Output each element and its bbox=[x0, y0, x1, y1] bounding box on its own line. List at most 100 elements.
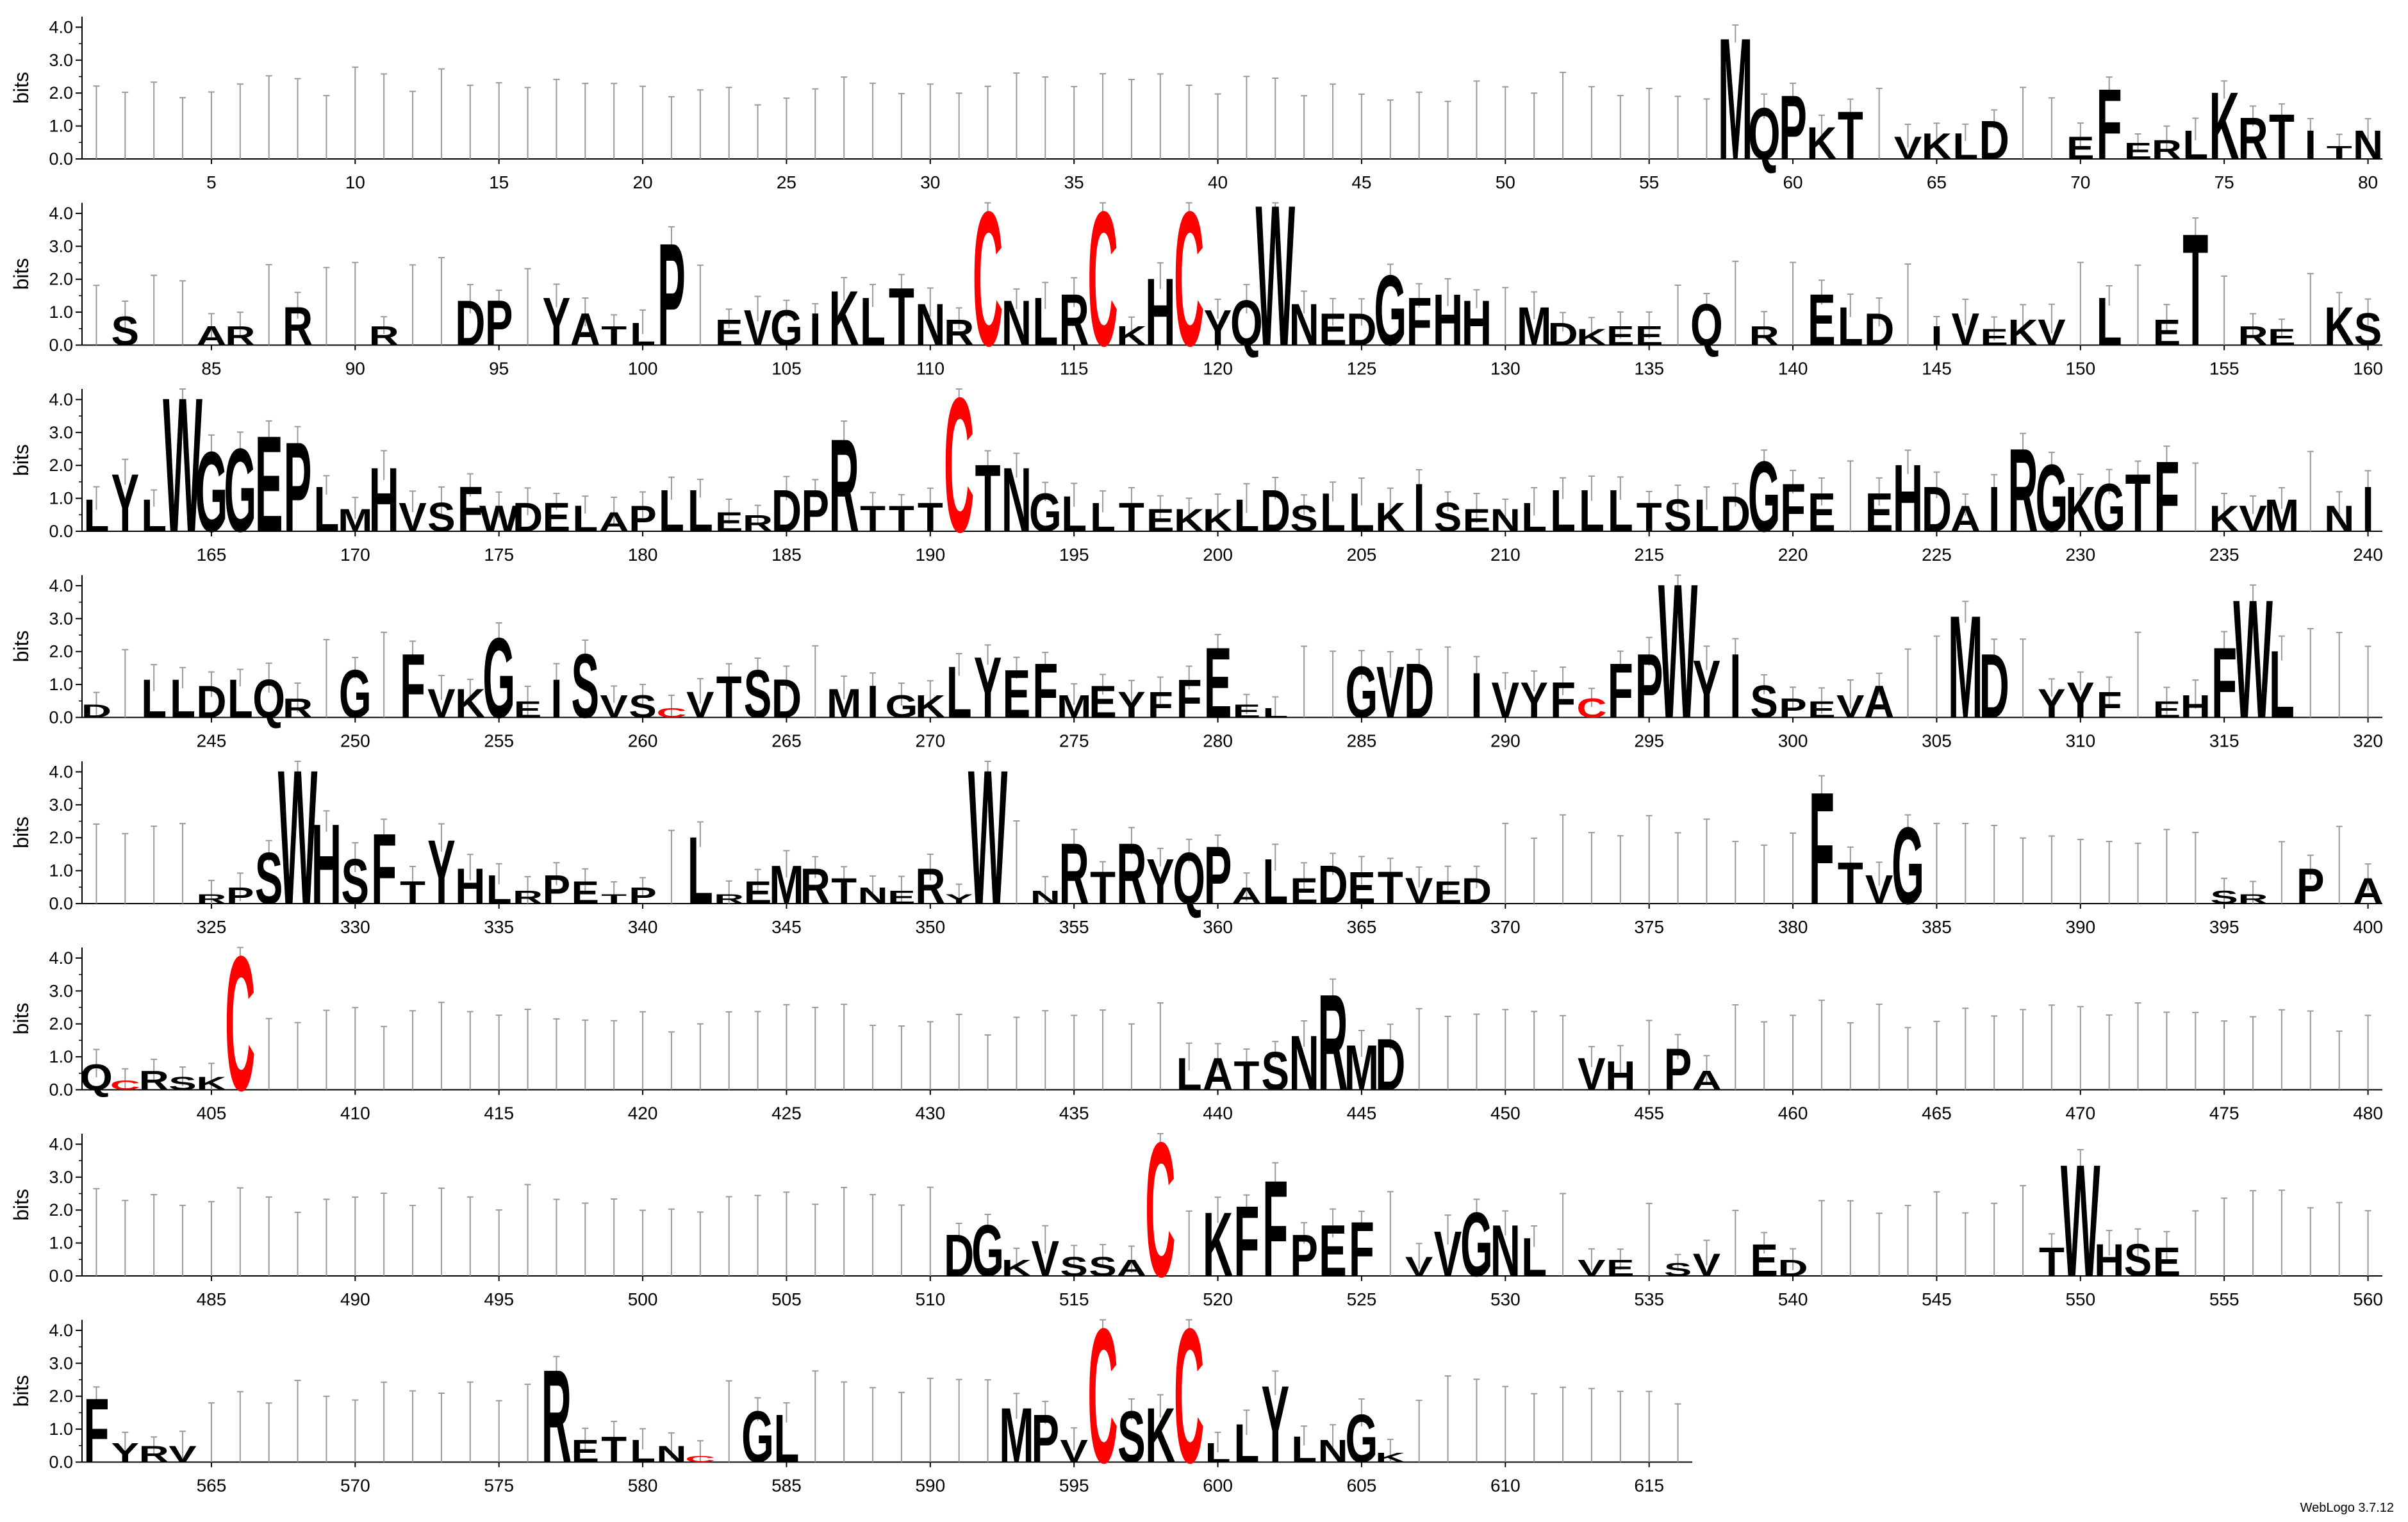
logo-letter-L: L bbox=[688, 817, 713, 924]
x-tick-label: 425 bbox=[771, 1104, 802, 1123]
y-tick-label: 4.0 bbox=[49, 1321, 73, 1340]
logo-letter-G: G bbox=[482, 615, 515, 742]
x-tick-label: 35 bbox=[1064, 172, 1084, 192]
y-tick-label: 2.0 bbox=[49, 1200, 73, 1220]
logo-letter-T: T bbox=[2327, 142, 2352, 163]
logo-letter-T: T bbox=[716, 663, 742, 730]
logo-letter-L: L bbox=[83, 490, 109, 541]
logo-letter-R: R bbox=[2152, 134, 2182, 165]
logo-letter-L: L bbox=[314, 474, 340, 545]
logo-letter-A: A bbox=[1692, 1065, 1722, 1096]
logo-letter-H: H bbox=[311, 800, 342, 928]
logo-letter-C: C bbox=[656, 706, 686, 721]
x-tick-label: 175 bbox=[484, 545, 514, 565]
logo-letter-N: N bbox=[1317, 1434, 1348, 1469]
logo-letter-L: L bbox=[1262, 846, 1288, 917]
logo-letter-G: G bbox=[1460, 1193, 1493, 1295]
y-tick-label: 2.0 bbox=[49, 83, 73, 103]
logo-letter-R: R bbox=[714, 891, 744, 907]
logo-letter-M: M bbox=[1948, 585, 1983, 749]
y-tick-label: 4.0 bbox=[49, 1134, 73, 1154]
y-tick-label: 3.0 bbox=[49, 609, 73, 628]
x-tick-label: 370 bbox=[1490, 917, 1521, 937]
logo-letter-F: F bbox=[400, 635, 425, 737]
logo-letter-E: E bbox=[1233, 700, 1261, 721]
x-tick-label: 605 bbox=[1347, 1476, 1377, 1496]
x-tick-label: 540 bbox=[1778, 1289, 1808, 1309]
logo-letter-S: S bbox=[2124, 1235, 2152, 1286]
logo-letter-E: E bbox=[1980, 325, 2008, 351]
logo-letter-Y: Y bbox=[1520, 673, 1548, 729]
y-tick-label: 3.0 bbox=[49, 795, 73, 815]
logo-letter-V: V bbox=[1693, 1247, 1721, 1283]
y-tick-label: 1.0 bbox=[49, 489, 73, 508]
x-tick-label: 135 bbox=[1634, 359, 1664, 379]
logo-letter-G: G bbox=[886, 689, 918, 725]
y-tick-label: 3.0 bbox=[49, 1168, 73, 1187]
logo-letter-I: I bbox=[1729, 635, 1741, 737]
logo-letter-C: C bbox=[685, 1454, 715, 1464]
logo-letter-A: A bbox=[1950, 498, 1981, 539]
x-tick-label: 225 bbox=[1922, 545, 1952, 565]
y-tick-label: 0.0 bbox=[49, 1266, 73, 1286]
x-tick-label: 405 bbox=[197, 1104, 227, 1123]
x-tick-label: 525 bbox=[1347, 1289, 1377, 1309]
x-tick-label: 210 bbox=[1490, 545, 1521, 565]
logo-letter-E: E bbox=[255, 408, 283, 561]
logo-letter-R: R bbox=[743, 511, 773, 536]
logo-letter-C: C bbox=[1087, 1289, 1117, 1503]
logo-letter-V: V bbox=[600, 689, 628, 725]
y-tick-label: 1.0 bbox=[49, 302, 73, 322]
logo-letter-L: L bbox=[1838, 296, 1863, 358]
y-tick-label: 0.0 bbox=[49, 522, 73, 541]
x-tick-label: 385 bbox=[1922, 917, 1952, 937]
logo-letter-Y: Y bbox=[111, 457, 140, 549]
x-tick-label: 550 bbox=[2065, 1289, 2095, 1309]
x-tick-label: 205 bbox=[1347, 545, 1377, 565]
logo-letter-I: I bbox=[2362, 474, 2373, 545]
logo-letter-E: E bbox=[514, 697, 542, 723]
logo-letter-T: T bbox=[889, 498, 914, 539]
logo-letter-Y: Y bbox=[1262, 1364, 1290, 1485]
x-tick-label: 290 bbox=[1490, 731, 1521, 751]
logo-letter-L: L bbox=[170, 668, 195, 730]
logo-letter-S: S bbox=[1750, 677, 1778, 727]
logo-letter-R: R bbox=[369, 320, 399, 351]
x-tick-label: 315 bbox=[2209, 731, 2239, 751]
logo-letter-I: I bbox=[867, 677, 878, 727]
x-tick-label: 50 bbox=[1496, 172, 1515, 192]
x-tick-label: 195 bbox=[1059, 545, 1089, 565]
logo-letter-E: E bbox=[1808, 279, 1836, 361]
logo-letter-V: V bbox=[1405, 870, 1433, 911]
logo-letter-E: E bbox=[1319, 304, 1347, 355]
logo-letter-R: R bbox=[800, 859, 830, 914]
x-tick-label: 495 bbox=[484, 1289, 514, 1309]
x-tick-label: 515 bbox=[1059, 1289, 1089, 1309]
logo-letter-T: T bbox=[889, 271, 914, 363]
logo-letter-V: V bbox=[1376, 651, 1405, 733]
y-tick-label: 1.0 bbox=[49, 861, 73, 881]
logo-letter-E: E bbox=[1606, 1255, 1635, 1281]
logo-letter-S: S bbox=[744, 656, 772, 732]
logo-letter-L: L bbox=[1090, 493, 1116, 540]
x-tick-label: 530 bbox=[1490, 1289, 1521, 1309]
logo-letter-F: F bbox=[2097, 69, 2122, 181]
logo-letter-R: R bbox=[283, 296, 313, 358]
logo-letter-G: G bbox=[971, 1210, 1004, 1292]
logo-letter-H: H bbox=[1605, 1052, 1635, 1098]
logo-letter-Q: Q bbox=[1748, 93, 1781, 175]
x-tick-label: 130 bbox=[1490, 359, 1521, 379]
logo-letter-W: W bbox=[2233, 565, 2273, 754]
logo-letter-E: E bbox=[715, 506, 743, 537]
y-axis-label: bits bbox=[10, 631, 33, 663]
logo-letter-I: I bbox=[1931, 320, 1942, 351]
logo-letter-V: V bbox=[1032, 1231, 1060, 1287]
logo-letter-W: W bbox=[163, 358, 202, 572]
logo-letter-C: C bbox=[973, 172, 1003, 386]
x-tick-label: 345 bbox=[771, 917, 802, 937]
logo-letter-A: A bbox=[599, 506, 629, 537]
x-tick-label: 95 bbox=[489, 359, 509, 379]
logo-letter-R: R bbox=[2238, 891, 2268, 907]
logo-letter-M: M bbox=[1517, 296, 1551, 358]
logo-letter-L: L bbox=[2182, 121, 2208, 167]
